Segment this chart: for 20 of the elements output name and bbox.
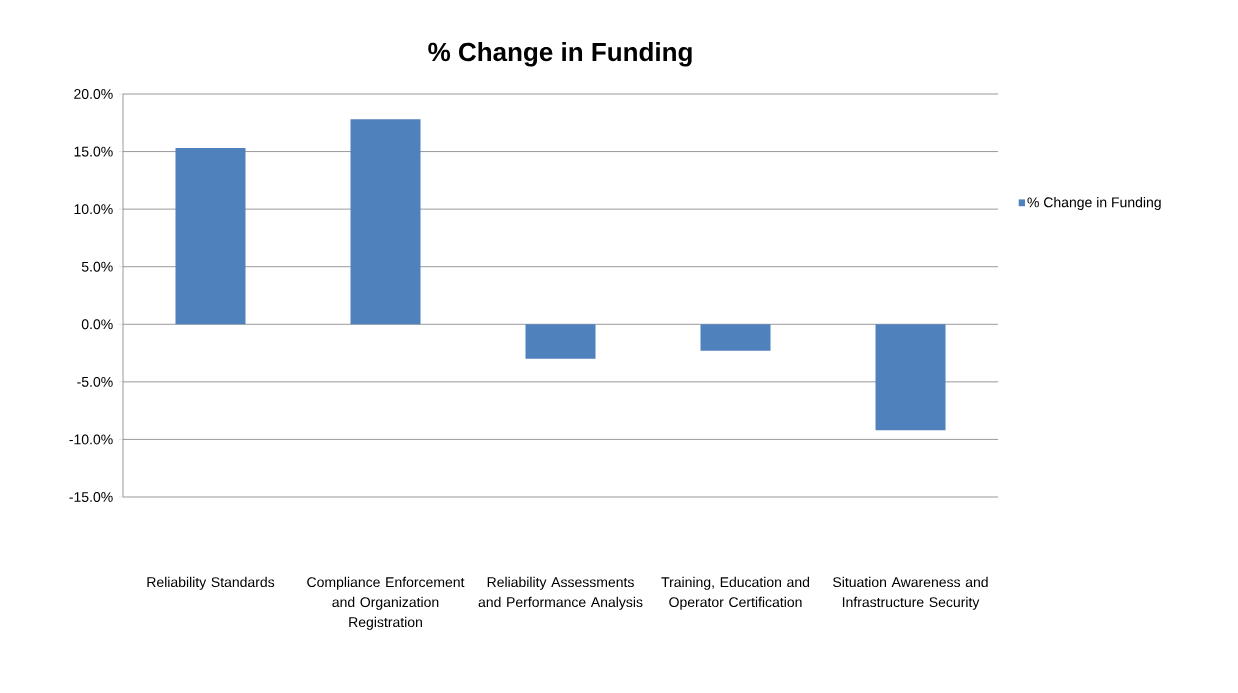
x-tick-label: Training, Education and Operator Certification [661,576,810,610]
y-tick-label: 15.0% [74,146,113,157]
x-tick-label: Compliance Enforcement and Organization Registration [307,576,465,630]
y-tick-label: -10.0% [69,434,113,445]
bar [700,324,771,351]
y-tick-label: 0.0% [81,319,113,330]
bar [350,119,421,325]
y-tick-label: 5.0% [81,261,113,272]
y-tick-label: 20.0% [74,89,113,99]
chart-title: % Change in Funding [428,42,692,67]
y-tick-label: -5.0% [77,376,113,387]
legend-label: % Change in Funding [1027,196,1161,211]
y-tick-label: 10.0% [74,204,113,215]
bar [875,324,946,431]
bar [525,324,596,359]
x-tick-label: Reliability Assessments and Performance Analysis [478,576,643,610]
x-tick-label: Reliability Standards [147,576,275,590]
x-tick-label: Situation Awareness and Infrastructure Security [833,576,988,610]
bar [175,148,246,325]
y-tick-label: -15.0% [69,492,113,502]
